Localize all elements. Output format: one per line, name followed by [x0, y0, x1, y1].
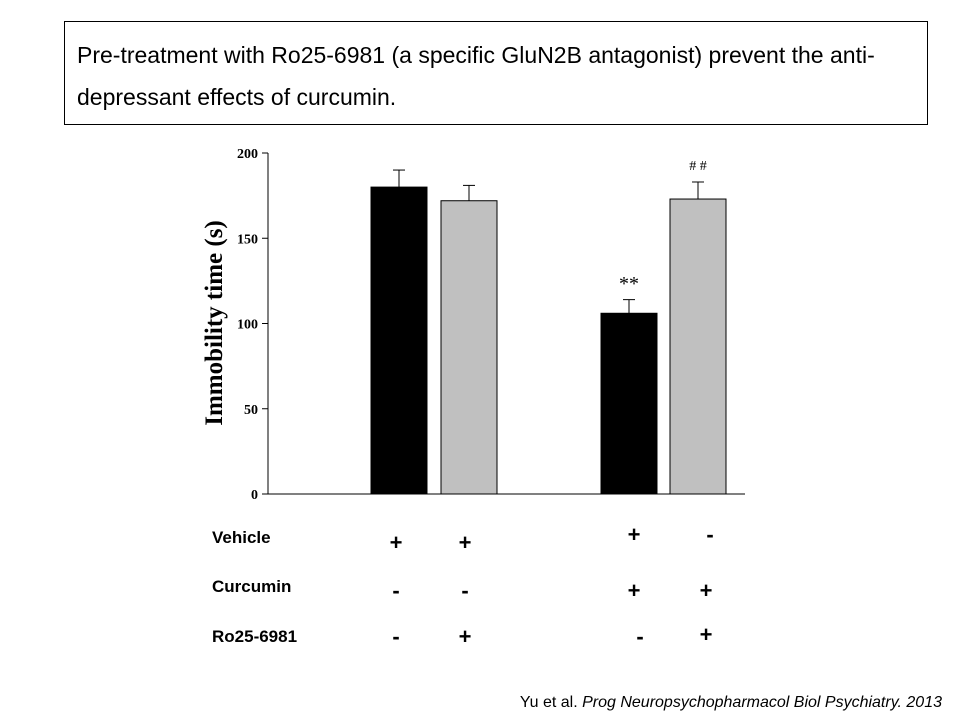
- title-box: Pre-treatment with Ro25-6981 (a specific…: [64, 21, 928, 125]
- y-tick-label-4: 200: [237, 147, 258, 162]
- bar-annotation-3: **: [619, 273, 639, 295]
- row-label-curcumin: Curcumin: [212, 577, 292, 596]
- citation-authors: Yu et al.: [519, 694, 578, 711]
- vehicle-symbol-2: +: [458, 530, 472, 555]
- bar-1: [370, 186, 428, 495]
- ro-symbol-3: -: [636, 624, 644, 649]
- citation-journal: Prog Neuropsychopharmacol Biol Psychiatr…: [582, 694, 942, 711]
- y-tick-label-0: 0: [251, 488, 258, 503]
- bar-2: [440, 200, 498, 495]
- curcumin-symbol-2: -: [461, 578, 469, 603]
- y-tick-label-2: 100: [237, 318, 258, 333]
- ro-symbol-2: +: [458, 624, 472, 649]
- vehicle-symbol-1: +: [389, 530, 403, 555]
- bar-4: [669, 198, 727, 495]
- slide-title: Pre-treatment with Ro25-6981 (a specific…: [77, 42, 875, 110]
- curcumin-symbol-3: +: [627, 578, 641, 603]
- y-axis-label: Immobility time (s): [201, 220, 228, 426]
- ro-symbol-1: -: [392, 624, 400, 649]
- curcumin-symbol-1: -: [392, 578, 400, 603]
- vehicle-symbol-4: -: [706, 522, 714, 547]
- y-tick-label-3: 150: [237, 232, 258, 247]
- citation: Yu et al. Prog Neuropsychopharmacol Biol…: [520, 694, 942, 712]
- curcumin-symbol-4: +: [699, 578, 713, 603]
- row-label-vehicle: Vehicle: [212, 528, 271, 547]
- row-label-ro25-6981: Ro25-6981: [212, 627, 298, 646]
- y-tick-label-1: 50: [244, 403, 258, 418]
- bar-3: [600, 312, 658, 495]
- vehicle-symbol-3: +: [627, 522, 641, 547]
- ro-symbol-4: +: [699, 622, 713, 647]
- bar-annotation-4: # #: [689, 159, 707, 174]
